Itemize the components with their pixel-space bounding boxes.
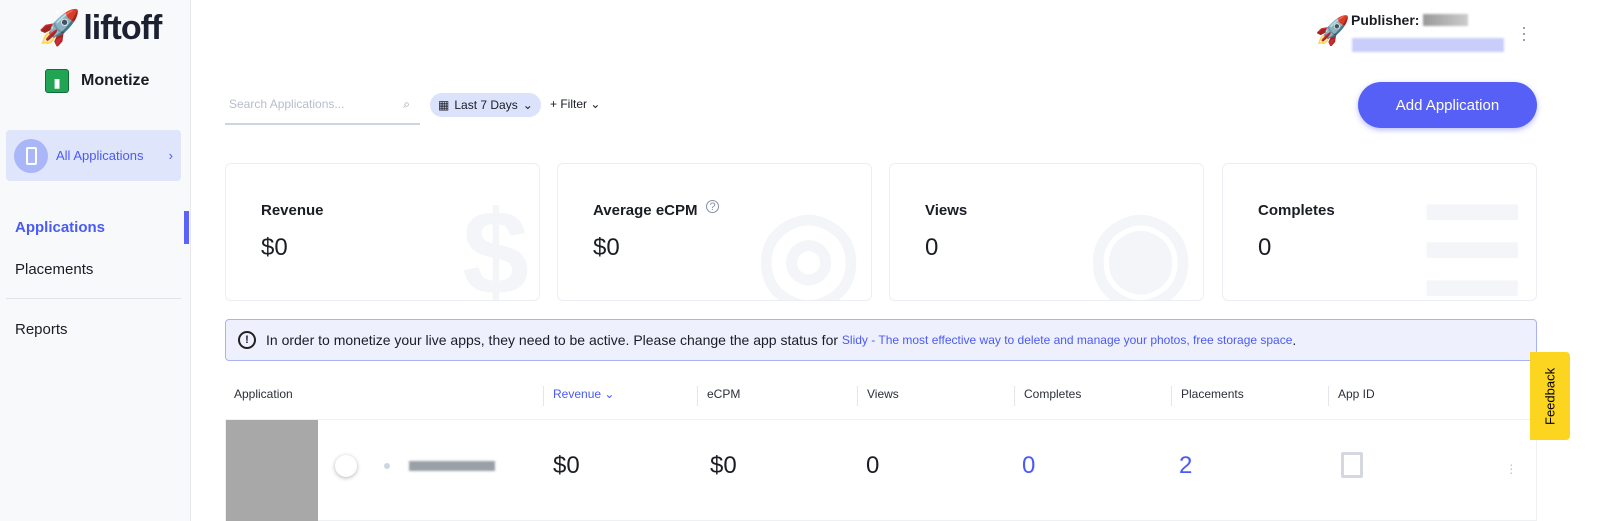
sidebar-item-reports[interactable]: Reports bbox=[15, 321, 68, 338]
publisher-email-redacted bbox=[1352, 38, 1504, 52]
bar-chart-icon: ▮ bbox=[45, 69, 69, 93]
stat-card-completes: ☰ Completes 0 bbox=[1222, 163, 1537, 301]
stat-card-revenue: $ Revenue $0 bbox=[225, 163, 540, 301]
search-icon: ⌕ bbox=[403, 96, 410, 111]
column-completes[interactable]: Completes bbox=[1014, 386, 1081, 406]
column-views[interactable]: Views bbox=[857, 386, 899, 406]
chevron-down-icon: ⌄ bbox=[590, 97, 601, 111]
rocket-icon: 🚀 bbox=[1315, 15, 1350, 46]
search-input[interactable]: Search Applications... ⌕ bbox=[225, 85, 420, 125]
calendar-icon: ▦ bbox=[438, 98, 450, 112]
filter-button[interactable]: + Filter ⌄ bbox=[550, 97, 601, 111]
cell-ecpm: $0 bbox=[710, 452, 737, 479]
column-ecpm[interactable]: eCPM bbox=[697, 386, 740, 406]
rocket-icon: 🚀 bbox=[38, 9, 80, 47]
chevron-down-icon: ⌄ bbox=[604, 387, 615, 401]
stat-card-views: ◉ Views 0 bbox=[889, 163, 1204, 301]
liftoff-logo[interactable]: 🚀 liftoff bbox=[38, 8, 162, 48]
chevron-right-icon: › bbox=[168, 148, 173, 163]
platform-badge-apple-icon bbox=[335, 455, 357, 477]
copy-icon[interactable] bbox=[1341, 452, 1363, 478]
product-switcher[interactable]: ▮ Monetize bbox=[45, 69, 149, 93]
publisher-name-redacted bbox=[1423, 14, 1468, 26]
column-application[interactable]: Application bbox=[234, 387, 293, 401]
all-applications-selector[interactable]: All Applications › bbox=[6, 130, 181, 181]
stat-card-ecpm: ◎ Average eCPM? $0 bbox=[557, 163, 872, 301]
apple-icon bbox=[226, 420, 318, 521]
info-icon: ! bbox=[238, 331, 256, 349]
cell-placements[interactable]: 2 bbox=[1179, 452, 1193, 479]
chevron-down-icon: ⌄ bbox=[522, 98, 533, 112]
phone-icon bbox=[14, 138, 48, 173]
divider bbox=[6, 298, 181, 299]
checklist-icon: ☰ bbox=[1418, 186, 1526, 301]
add-application-button[interactable]: Add Application bbox=[1358, 82, 1537, 128]
cell-completes[interactable]: 0 bbox=[1022, 452, 1036, 479]
sidebar-item-applications[interactable]: Applications bbox=[15, 219, 106, 236]
publisher-label: Publisher: bbox=[1351, 12, 1420, 28]
app-name-redacted[interactable] bbox=[409, 461, 495, 471]
app-link[interactable]: Slidy - The most effective way to delete… bbox=[841, 333, 1293, 347]
eye-icon: ◉ bbox=[1088, 186, 1193, 301]
active-indicator bbox=[184, 211, 189, 244]
column-app-id[interactable]: App ID bbox=[1328, 386, 1375, 406]
feedback-button[interactable]: Feedback bbox=[1530, 352, 1570, 440]
cell-revenue: $0 bbox=[553, 452, 580, 479]
cell-views: 0 bbox=[866, 452, 880, 479]
divider bbox=[225, 419, 1537, 420]
column-revenue[interactable]: Revenue ⌄ bbox=[543, 386, 614, 406]
activation-alert: ! In order to monetize your live apps, th… bbox=[225, 319, 1537, 361]
column-placements[interactable]: Placements bbox=[1171, 386, 1244, 406]
sidebar-item-placements[interactable]: Placements bbox=[15, 261, 94, 278]
row-more-icon[interactable]: · · · bbox=[1509, 456, 1514, 480]
dollar-icon: $ bbox=[462, 186, 529, 301]
date-range-dropdown[interactable]: ▦ Last 7 Days ⌄ bbox=[430, 93, 541, 117]
more-vertical-icon[interactable]: · · · bbox=[1521, 17, 1527, 49]
status-dot bbox=[384, 463, 390, 469]
sidebar: 🚀 liftoff ▮ Monetize All Applications › App… bbox=[0, 0, 191, 521]
help-icon[interactable]: ? bbox=[706, 200, 719, 213]
gauge-icon: ◎ bbox=[756, 186, 861, 301]
